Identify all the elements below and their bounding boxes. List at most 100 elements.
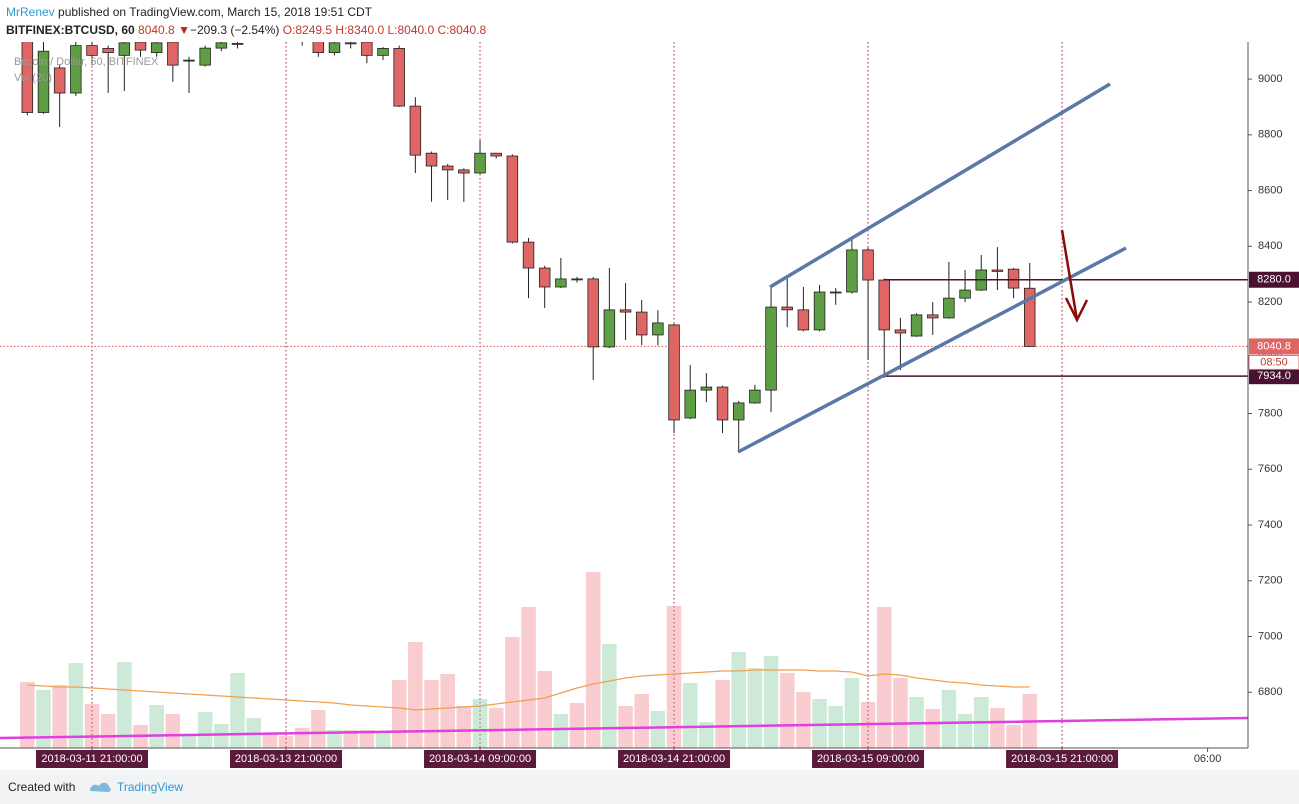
volume-bar [149,705,164,748]
candle-body [603,309,616,348]
x-tick-label: 2018-03-13 21:00:00 [235,753,337,765]
arrow-head [1064,297,1089,323]
volume-bar [488,708,504,748]
volume-bar [359,730,375,748]
candle-body [231,42,244,45]
x-label-box [230,750,343,768]
candle-body [21,42,34,113]
overlay: Bitcoin / Dollar, 60, BITFINEX Vol (20) [14,56,1127,454]
candle-body [474,152,486,174]
candle-body [991,269,1004,272]
volume-bar [181,735,197,748]
x-label-box [618,750,731,768]
candle-body [70,45,82,94]
y-tick-label: 7400 [1258,519,1282,531]
volume-bar [1006,725,1021,748]
candle-body [53,67,66,94]
created-with: Created with [8,780,76,794]
candle-body [409,105,422,156]
volume-bar [553,714,569,748]
candle-body [265,29,276,32]
ohlc: O:8249.5 H:8340.0 L:8040.0 C:8040.8 [282,23,487,37]
long-ma [0,716,1248,740]
level-label: 7934.0 [1257,370,1291,382]
candle-body [894,329,907,334]
candle-body [441,165,454,171]
candle-body [393,48,405,107]
volume-bar [796,692,811,748]
plot-back [0,42,1248,748]
y-tick-label: 7600 [1258,463,1282,475]
volume-bar [100,714,116,748]
x-label-box [424,750,537,768]
y-tick-label: 8600 [1258,184,1282,196]
y-tick-label: 9000 [1258,73,1282,85]
volume-bar [68,663,84,748]
candle-body [281,32,292,38]
candle-body [328,42,341,53]
candle-body [199,47,211,66]
volume-bar [230,673,245,748]
volume-bar [731,652,746,748]
volume-bar [278,736,294,748]
candle-body [587,278,599,348]
candle-body [425,152,438,167]
candle-body [571,278,583,281]
candle-body [829,291,842,294]
candle-body [150,42,163,53]
y-tick-label: 7800 [1258,407,1282,419]
candle-body [797,309,810,331]
x-tick-label: 2018-03-14 21:00:00 [623,753,725,765]
volume-bar [521,607,536,748]
volume-bar [424,680,439,748]
chart: 6800700072007400760078008000820084008600… [0,29,1299,768]
candle-body [716,386,729,421]
y-tick-label: 6800 [1258,686,1282,698]
candle-body [377,48,389,56]
candle-body [959,289,971,299]
candle-body [458,169,470,174]
volume-bar [36,690,51,748]
volume-label: Vol (20) [14,72,52,84]
candle-body [668,324,680,421]
volume-bar [327,730,342,748]
volume-bar [747,668,763,748]
volume-bar [779,673,795,748]
header: MrRenev published on TradingView.com, Ma… [6,3,486,39]
x-tick-label: 2018-03-15 21:00:00 [1011,753,1113,765]
x-tick-label: 2018-03-11 21:00:00 [41,753,142,765]
x-label-box [35,750,148,768]
volume-bar [925,709,941,748]
volume-bar [391,680,407,748]
x-tick-label: 06:00 [1194,753,1222,765]
y-tick-label: 7000 [1258,630,1282,642]
y-tick-label: 8400 [1258,240,1282,252]
brand[interactable]: TradingView [117,780,184,794]
volume-bar [812,699,827,748]
volume-bar [311,710,326,748]
volume-bar [117,662,132,748]
last-price-box [1249,338,1299,355]
candle-body [943,297,955,319]
y-tick-label: 8200 [1258,296,1282,308]
x-tick-label: 2018-03-14 09:00:00 [429,753,531,765]
volume-bar [262,733,278,748]
y-tick-label: 7200 [1258,575,1282,587]
footer: Created with TradingView [0,770,1299,804]
candle-body [781,306,793,311]
candle-body [167,42,179,66]
volume-bar [650,711,666,748]
candle-body [732,402,745,421]
candle-body [1007,268,1020,289]
countdown-box [1248,354,1299,370]
author[interactable]: MrRenev [6,5,55,19]
candle-body [926,314,939,319]
candle-body [118,42,131,56]
volume-bar [682,683,698,748]
volume-bar [20,682,35,748]
volume-ma [27,669,1030,711]
plot-front [0,29,1248,740]
candle-body [813,291,826,331]
volume-bar [375,733,391,748]
